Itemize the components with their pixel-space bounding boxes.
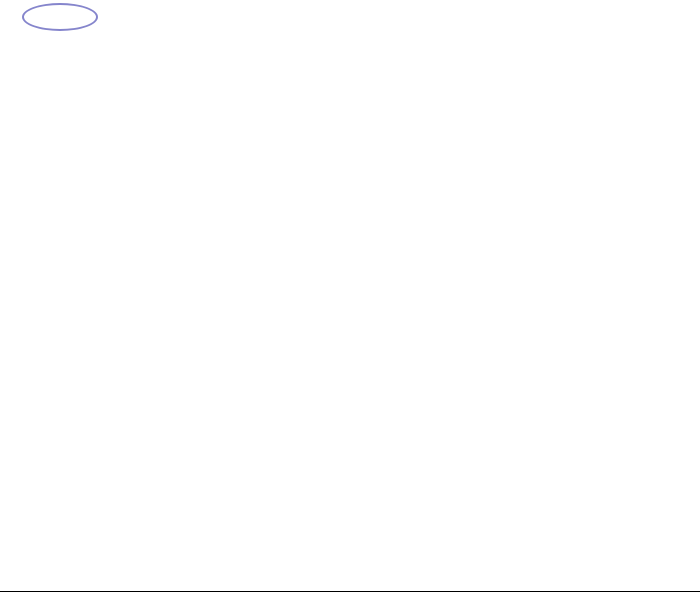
ionogram-plot: [130, 60, 660, 575]
lowell-digisonde-logo: [8, 3, 112, 32]
logo-oval: [22, 3, 98, 31]
status-separator: [0, 591, 700, 592]
ionogram-plot-area: [130, 60, 660, 580]
